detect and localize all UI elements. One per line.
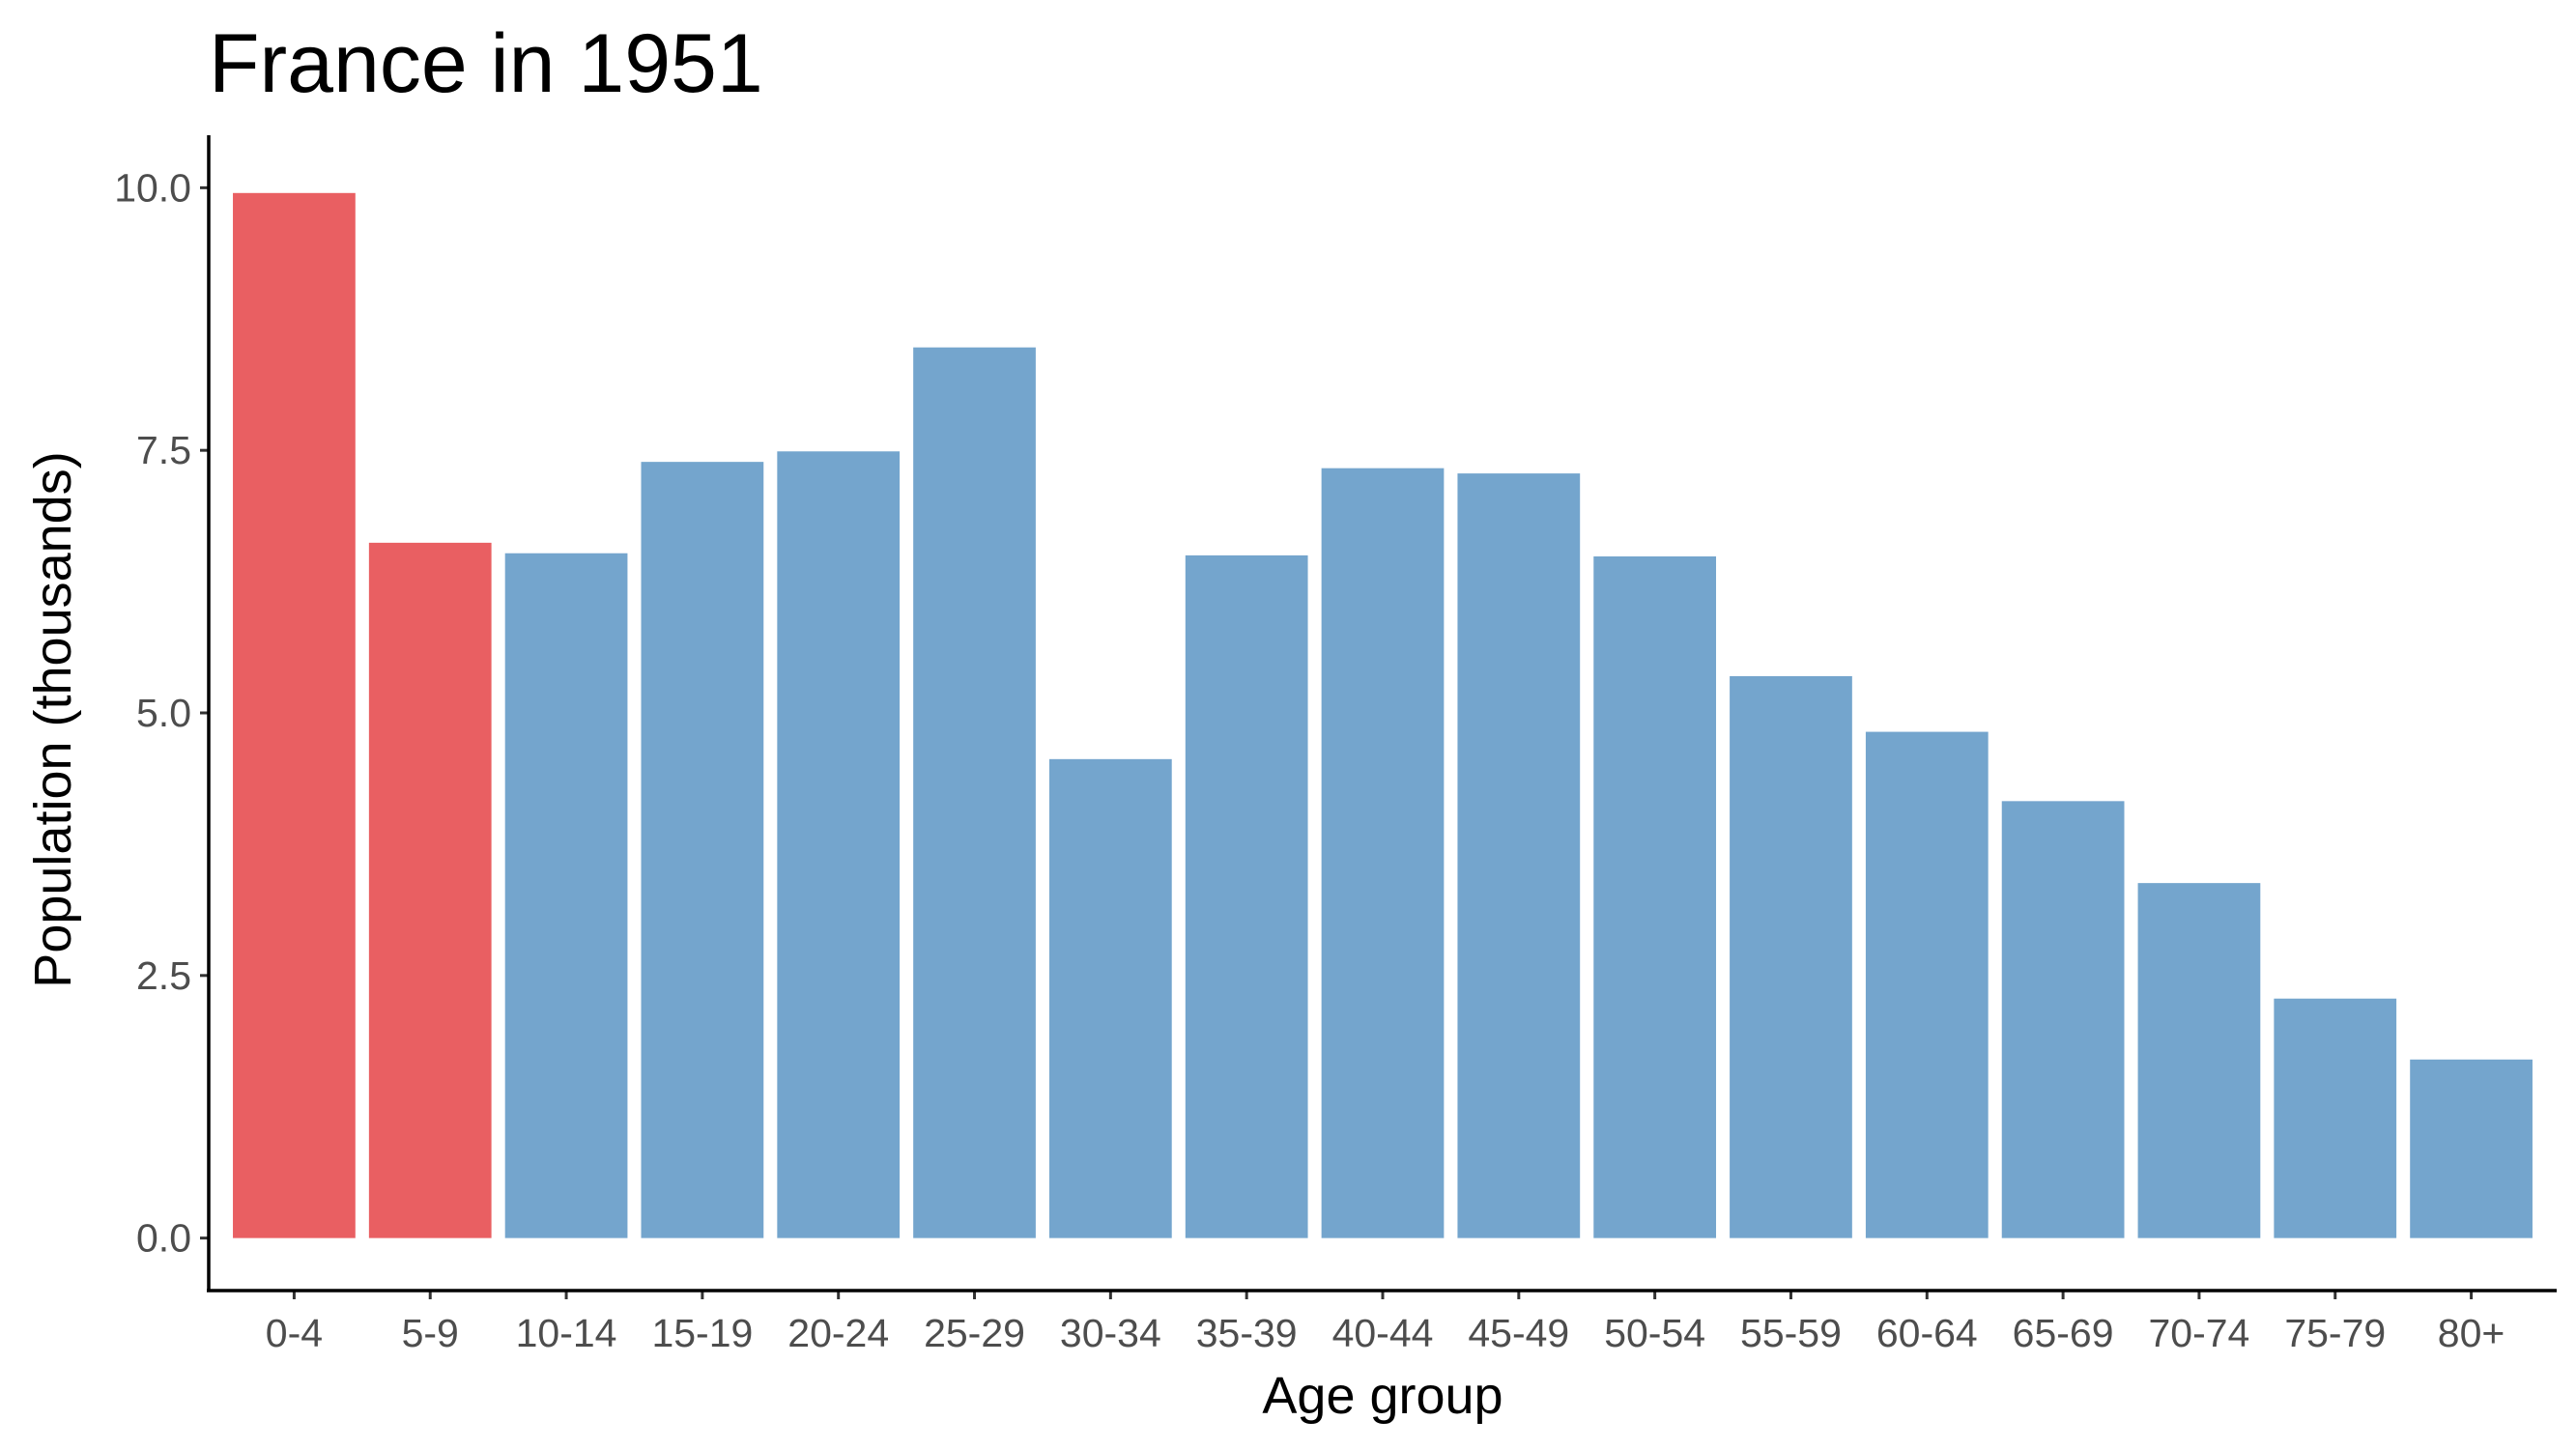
x-tick-label: 35-39 bbox=[1196, 1311, 1298, 1355]
x-tick-label: 10-14 bbox=[516, 1311, 617, 1355]
bar-group bbox=[233, 192, 2533, 1238]
bar-25-29 bbox=[913, 347, 1036, 1238]
y-tick-label: 7.5 bbox=[136, 428, 191, 472]
bar-50-54 bbox=[1593, 556, 1717, 1238]
bar-15-19 bbox=[641, 462, 764, 1238]
bar-75-79 bbox=[2274, 998, 2397, 1238]
bar-40-44 bbox=[1321, 468, 1445, 1238]
y-tick-label: 2.5 bbox=[136, 953, 191, 998]
x-tick-label: 40-44 bbox=[1332, 1311, 1434, 1355]
bar-65-69 bbox=[2001, 801, 2125, 1238]
x-tick-label: 20-24 bbox=[787, 1311, 889, 1355]
chart-title: France in 1951 bbox=[209, 17, 763, 110]
x-tick-label: 5-9 bbox=[402, 1311, 459, 1355]
bar-5-9 bbox=[368, 542, 492, 1238]
x-tick-label: 25-29 bbox=[924, 1311, 1025, 1355]
bar-30-34 bbox=[1048, 758, 1172, 1238]
x-axis-ticks: 0-4 5-9 10-14 15-19 20-24 25-29 30-34 35-39 40-4… bbox=[266, 1291, 2505, 1355]
y-tick-label: 10.0 bbox=[114, 165, 191, 210]
y-tick-label: 0.0 bbox=[136, 1216, 191, 1261]
x-tick-label: 80+ bbox=[2438, 1311, 2505, 1355]
y-tick-label: 5.0 bbox=[136, 691, 191, 735]
bar-60-64 bbox=[1865, 731, 1989, 1238]
x-tick-label: 15-19 bbox=[651, 1311, 753, 1355]
x-tick-label: 60-64 bbox=[1876, 1311, 1978, 1355]
bar-0-4 bbox=[233, 192, 356, 1238]
bar-45-49 bbox=[1457, 473, 1581, 1238]
x-tick-label: 70-74 bbox=[2149, 1311, 2250, 1355]
bar-10-14 bbox=[504, 553, 628, 1238]
bar-35-39 bbox=[1185, 554, 1308, 1238]
x-tick-label: 75-79 bbox=[2284, 1311, 2386, 1355]
x-tick-label: 50-54 bbox=[1604, 1311, 1705, 1355]
x-tick-label: 65-69 bbox=[2013, 1311, 2114, 1355]
x-axis-title: Age group bbox=[1262, 1367, 1503, 1425]
bar-70-74 bbox=[2137, 883, 2261, 1238]
y-axis-title: Population (thousands) bbox=[24, 451, 82, 987]
x-tick-label: 55-59 bbox=[1740, 1311, 1842, 1355]
x-tick-label: 45-49 bbox=[1468, 1311, 1569, 1355]
x-tick-label: 0-4 bbox=[266, 1311, 323, 1355]
bar-80+ bbox=[2410, 1059, 2533, 1238]
bar-20-24 bbox=[777, 451, 901, 1238]
bar-55-59 bbox=[1730, 675, 1852, 1238]
x-tick-label: 30-34 bbox=[1060, 1311, 1161, 1355]
y-axis-ticks: 0.0 2.5 5.0 7.5 10.0 bbox=[114, 165, 209, 1261]
